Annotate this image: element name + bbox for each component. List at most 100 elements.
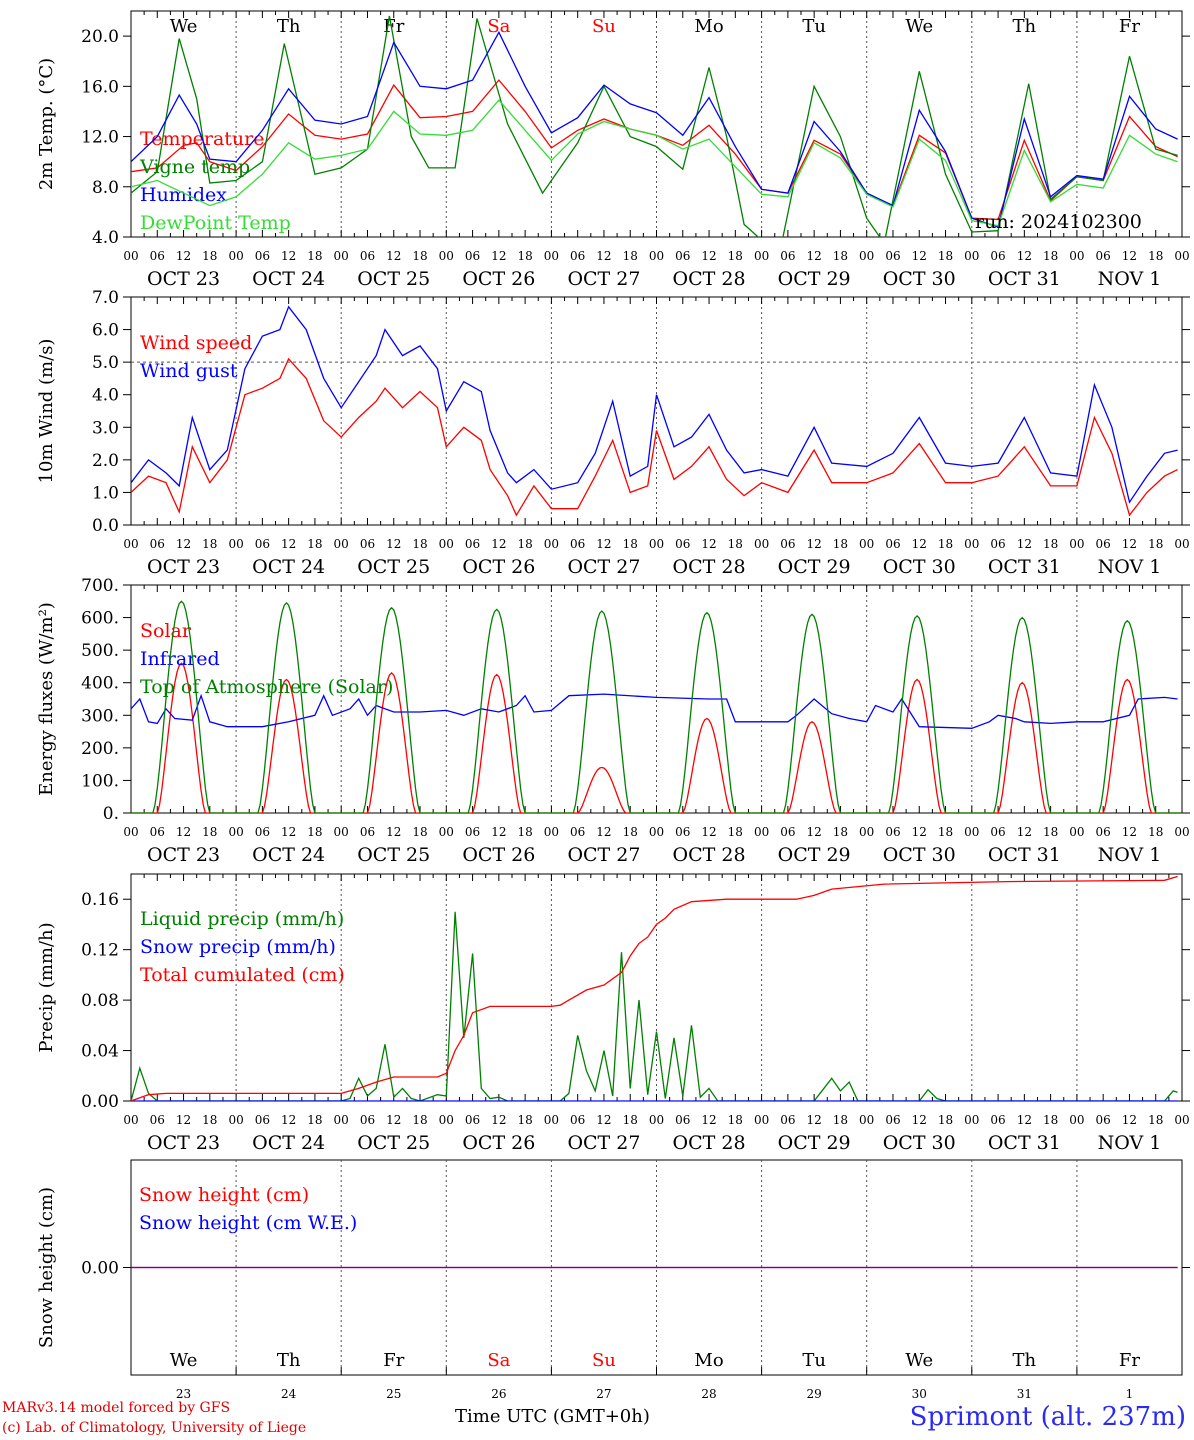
energy-date-label: OCT 30 <box>883 844 956 866</box>
wind-date-label: NOV 1 <box>1098 556 1162 578</box>
temperature-hour-label: 06 <box>990 249 1005 263</box>
wind-hour-label: 00 <box>1069 537 1084 551</box>
wind-hour-label: 18 <box>1148 537 1163 551</box>
energy-date-label: NOV 1 <box>1098 844 1162 866</box>
energy-hour-label: 06 <box>255 825 270 839</box>
energy-hour-label: 12 <box>176 825 191 839</box>
wind-legend-entry: Wind speed <box>140 332 252 354</box>
precip-date-label: OCT 30 <box>883 1132 956 1154</box>
precip-date-label: OCT 28 <box>673 1132 746 1154</box>
energy-hour-label: 06 <box>780 825 795 839</box>
precip-hour-label: 18 <box>623 1113 638 1127</box>
temperature-date-label: OCT 24 <box>252 268 325 290</box>
precip-date-label: OCT 25 <box>357 1132 430 1154</box>
energy-hour-label: 18 <box>517 825 532 839</box>
wind-hour-label: 18 <box>412 537 427 551</box>
energy-hour-label: 18 <box>623 825 638 839</box>
precip-hour-label: 00 <box>859 1113 874 1127</box>
wind-hour-label: 00 <box>859 537 874 551</box>
snow-date-label: 25 <box>386 1387 401 1401</box>
snow-date-label: 1 <box>1126 1387 1134 1401</box>
precip-hour-label: 12 <box>386 1113 401 1127</box>
wind-hour-label: 18 <box>307 537 322 551</box>
precip-hour-label: 06 <box>675 1113 690 1127</box>
wind-hour-label: 06 <box>465 537 480 551</box>
precip-y-tick-label: 0.16 <box>81 890 119 910</box>
snow-weekday-label: Fr <box>1119 1350 1140 1371</box>
wind-date-label: OCT 27 <box>567 556 640 578</box>
precip-hour-label: 12 <box>176 1113 191 1127</box>
temperature-legend-entry: Vigne temp <box>139 156 250 178</box>
temperature-y-tick-label: 8.0 <box>92 178 119 198</box>
temperature-date-label: NOV 1 <box>1098 268 1162 290</box>
temperature-hour-label: 18 <box>1043 249 1058 263</box>
energy-hour-label: 12 <box>912 825 927 839</box>
energy-y-tick-label: 500. <box>81 641 119 661</box>
precip-y-axis-label: Precip (mm/h) <box>36 922 57 1052</box>
energy-hour-label: 00 <box>1174 825 1189 839</box>
energy-hour-label: 12 <box>596 825 611 839</box>
temperature-date-label: OCT 28 <box>673 268 746 290</box>
temperature-weekday-label: Mo <box>694 16 723 37</box>
temperature-hour-label: 00 <box>1174 249 1189 263</box>
wind-hour-label: 12 <box>176 537 191 551</box>
temperature-series-dewpoint-temp <box>131 99 1178 227</box>
snow-y-axis-label: Snow height (cm) <box>36 1187 57 1348</box>
temperature-run-annotation: run: 2024102300 <box>975 211 1142 233</box>
precip-hour-label: 12 <box>596 1113 611 1127</box>
temperature-weekday-label: Th <box>1013 16 1037 37</box>
precip-series-total-cumulated-cm <box>131 875 1178 1101</box>
wind-hour-label: 00 <box>334 537 349 551</box>
wind-hour-label: 00 <box>439 537 454 551</box>
wind-hour-label: 00 <box>228 537 243 551</box>
temperature-hour-label: 18 <box>202 249 217 263</box>
energy-hour-label: 18 <box>1043 825 1058 839</box>
snow-date-label: 31 <box>1017 1387 1032 1401</box>
energy-date-label: OCT 28 <box>673 844 746 866</box>
temperature-series-temperature <box>131 79 1178 221</box>
energy-hour-label: 18 <box>1148 825 1163 839</box>
wind-date-label: OCT 23 <box>147 556 220 578</box>
wind-hour-label: 12 <box>1017 537 1032 551</box>
wind-y-tick-label: 1.0 <box>92 483 119 503</box>
lab-credit: (c) Lab. of Climatology, University of L… <box>2 1420 307 1436</box>
energy-hour-label: 00 <box>754 825 769 839</box>
energy-y-tick-label: 300. <box>81 706 119 726</box>
wind-hour-label: 06 <box>150 537 165 551</box>
energy-hour-label: 00 <box>649 825 664 839</box>
temperature-weekday-label: We <box>170 16 198 37</box>
snow-weekday-label: Tu <box>802 1350 826 1371</box>
temperature-date-label: OCT 23 <box>147 268 220 290</box>
energy-y-tick-label: 0. <box>103 804 119 824</box>
temperature-hour-label: 12 <box>1122 249 1137 263</box>
temperature-date-label: OCT 25 <box>357 268 430 290</box>
temperature-hour-label: 00 <box>544 249 559 263</box>
wind-hour-label: 00 <box>1174 537 1189 551</box>
precip-y-tick-label: 0.12 <box>81 941 119 961</box>
wind-legend-entry: Wind gust <box>140 360 238 382</box>
temperature-hour-label: 18 <box>517 249 532 263</box>
energy-date-label: OCT 23 <box>147 844 220 866</box>
energy-date-label: OCT 29 <box>778 844 851 866</box>
energy-hour-label: 18 <box>938 825 953 839</box>
precip-hour-label: 00 <box>544 1113 559 1127</box>
wind-y-tick-label: 4.0 <box>92 386 119 406</box>
wind-hour-label: 18 <box>517 537 532 551</box>
energy-date-label: OCT 27 <box>567 844 640 866</box>
precip-hour-label: 18 <box>412 1113 427 1127</box>
precip-hour-label: 00 <box>1069 1113 1084 1127</box>
energy-hour-label: 12 <box>701 825 716 839</box>
wind-hour-label: 06 <box>1096 537 1111 551</box>
precip-date-label: OCT 31 <box>988 1132 1061 1154</box>
temperature-frame <box>130 10 1183 238</box>
snow-weekday-label: Fr <box>383 1350 404 1371</box>
temperature-weekday-label: Su <box>592 16 616 37</box>
precip-hour-label: 06 <box>255 1113 270 1127</box>
wind-hour-label: 12 <box>281 537 296 551</box>
precip-hour-label: 06 <box>465 1113 480 1127</box>
wind-hour-label: 18 <box>202 537 217 551</box>
snow-y-tick-label: 0.00 <box>81 1259 119 1279</box>
energy-hour-label: 06 <box>150 825 165 839</box>
energy-y-tick-label: 100. <box>81 771 119 791</box>
wind-hour-label: 18 <box>623 537 638 551</box>
